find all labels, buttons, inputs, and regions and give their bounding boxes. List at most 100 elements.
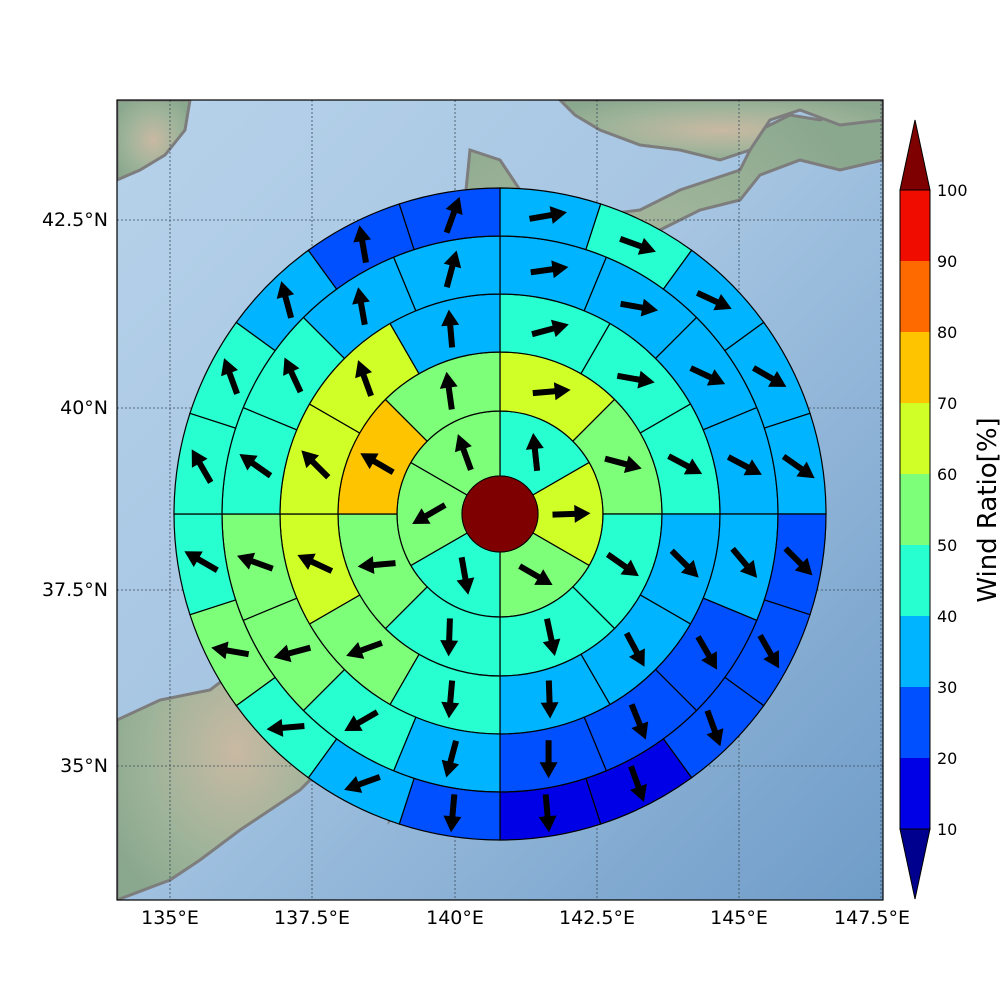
wind-direction-arrow <box>441 309 460 348</box>
wind-direction-arrow <box>301 450 331 480</box>
wind-arrow-shape <box>441 740 460 778</box>
wind-direction-arrow <box>695 290 732 311</box>
colorbar-band <box>900 687 930 758</box>
wind-arrow-shape <box>667 453 703 475</box>
wind-arrow-shape <box>355 360 374 397</box>
wind-direction-arrow <box>266 718 305 737</box>
lon-tick-label: 140°E <box>426 907 484 929</box>
lat-tick-label: 40°N <box>60 397 108 419</box>
lon-tick-label: 135°E <box>141 907 199 929</box>
wind-direction-arrow <box>346 640 383 659</box>
wind-direction-arrow <box>191 449 214 484</box>
wind-arrow-shape <box>616 370 655 389</box>
wind-arrow-shape <box>276 281 295 319</box>
wind-arrow-shape <box>456 556 475 595</box>
wind-direction-arrow <box>695 635 718 670</box>
lat-tick-label: 42.5°N <box>42 209 108 231</box>
wind-direction-arrows <box>184 196 815 833</box>
colorbar-frame <box>899 189 931 830</box>
wind-arrow-shape <box>604 455 642 474</box>
wind-arrow-shape <box>783 546 813 576</box>
land-hokkaido <box>557 100 883 162</box>
wind-arrow-shape <box>532 382 571 401</box>
wind-direction-arrow <box>439 371 458 410</box>
wind-arrow-shape <box>751 365 787 387</box>
wind-direction-arrow <box>531 319 569 338</box>
wind-direction-arrow <box>623 631 645 667</box>
wind-arrow-shape <box>443 250 462 288</box>
wind-direction-arrow <box>542 618 561 656</box>
lat-tick-label: 35°N <box>60 755 108 777</box>
colorbar-tick-label: 70 <box>937 394 957 413</box>
wind-direction-arrow <box>443 250 462 288</box>
wind-direction-arrow <box>628 703 649 740</box>
wind-arrow-shape <box>191 449 214 484</box>
lon-tick-label: 147.5°E <box>834 907 910 929</box>
wind-direction-arrow <box>344 709 379 732</box>
wind-direction-arrow <box>355 360 374 397</box>
wind-arrow-shape <box>689 365 726 386</box>
wind-direction-arrow <box>552 504 591 523</box>
colorbar-band <box>900 261 930 332</box>
wind-direction-arrow <box>604 455 642 474</box>
wind-arrow-shape <box>623 631 645 667</box>
colorbar-tick-label: 90 <box>937 252 957 271</box>
colorbar-tick-label: 40 <box>937 607 957 626</box>
wind-direction-arrow <box>628 765 647 802</box>
wind-direction-arrow <box>441 680 460 719</box>
colorbar-title: Wind Ratio[%] <box>973 417 1000 602</box>
colorbar-tick-label: 30 <box>937 678 957 697</box>
wind-arrow-shape <box>344 709 379 732</box>
wind-arrow-shape <box>346 640 383 659</box>
colorbar-tick-labels: 10 20 30 40 50 60 70 80 90 100 <box>937 181 968 839</box>
wind-arrow-shape <box>704 709 724 747</box>
wind-direction-arrow <box>538 794 557 833</box>
wind-arrow-shape <box>221 358 240 395</box>
wind-direction-arrow <box>518 563 553 586</box>
wind-arrow-shape <box>540 680 559 719</box>
wind-arrow-shape <box>353 225 372 264</box>
wind-arrow-shape <box>443 196 463 234</box>
wind-direction-arrow <box>757 634 780 669</box>
center-disk <box>461 475 539 553</box>
colorbar-over-extension <box>899 119 931 191</box>
wind-direction-arrow <box>783 546 813 576</box>
wind-direction-arrow <box>352 287 370 326</box>
colorbar: 10 20 30 40 50 60 70 80 90 100 Wind Rati… <box>899 119 1000 900</box>
wind-direction-arrow <box>689 365 726 386</box>
wind-arrow-shape <box>357 556 396 575</box>
colorbar-bands <box>900 190 930 829</box>
wind-arrow-shape <box>669 548 699 578</box>
wind-arrow-shape <box>441 680 460 719</box>
colorbar-band <box>900 403 930 474</box>
wind-direction-arrow <box>443 794 462 833</box>
map-frame <box>116 99 884 901</box>
wind-direction-arrow <box>211 641 250 660</box>
wind-arrow-shape <box>539 740 558 779</box>
wind-direction-arrow <box>619 235 656 255</box>
wind-direction-arrow <box>530 260 569 279</box>
lon-tick-label: 145°E <box>710 907 768 929</box>
colorbar-under-extension <box>899 828 931 900</box>
wind-arrow-shape <box>538 794 557 833</box>
wind-direction-arrow <box>357 556 396 575</box>
wind-direction-arrow <box>532 382 571 401</box>
wind-arrow-shape <box>530 260 569 279</box>
wind-arrow-shape <box>605 551 639 577</box>
wind-direction-arrow <box>726 454 762 476</box>
wind-arrow-shape <box>531 319 569 338</box>
wind-arrow-shape <box>552 504 591 523</box>
colorbar-tick-label: 20 <box>937 749 957 768</box>
wind-arrow-shape <box>730 546 758 578</box>
wind-direction-arrow <box>667 453 703 475</box>
wind-direction-arrow <box>236 552 274 572</box>
wind-arrow-shape <box>211 641 250 660</box>
wind-arrow-shape <box>528 206 567 224</box>
wind-arrow-shape <box>695 635 718 670</box>
wind-arrow-shape <box>757 634 780 669</box>
wind-arrow-shape <box>628 703 649 740</box>
wind-arrow-shape <box>360 453 395 475</box>
colorbar-tick-label: 100 <box>937 181 968 200</box>
wind-direction-arrow <box>353 225 372 264</box>
